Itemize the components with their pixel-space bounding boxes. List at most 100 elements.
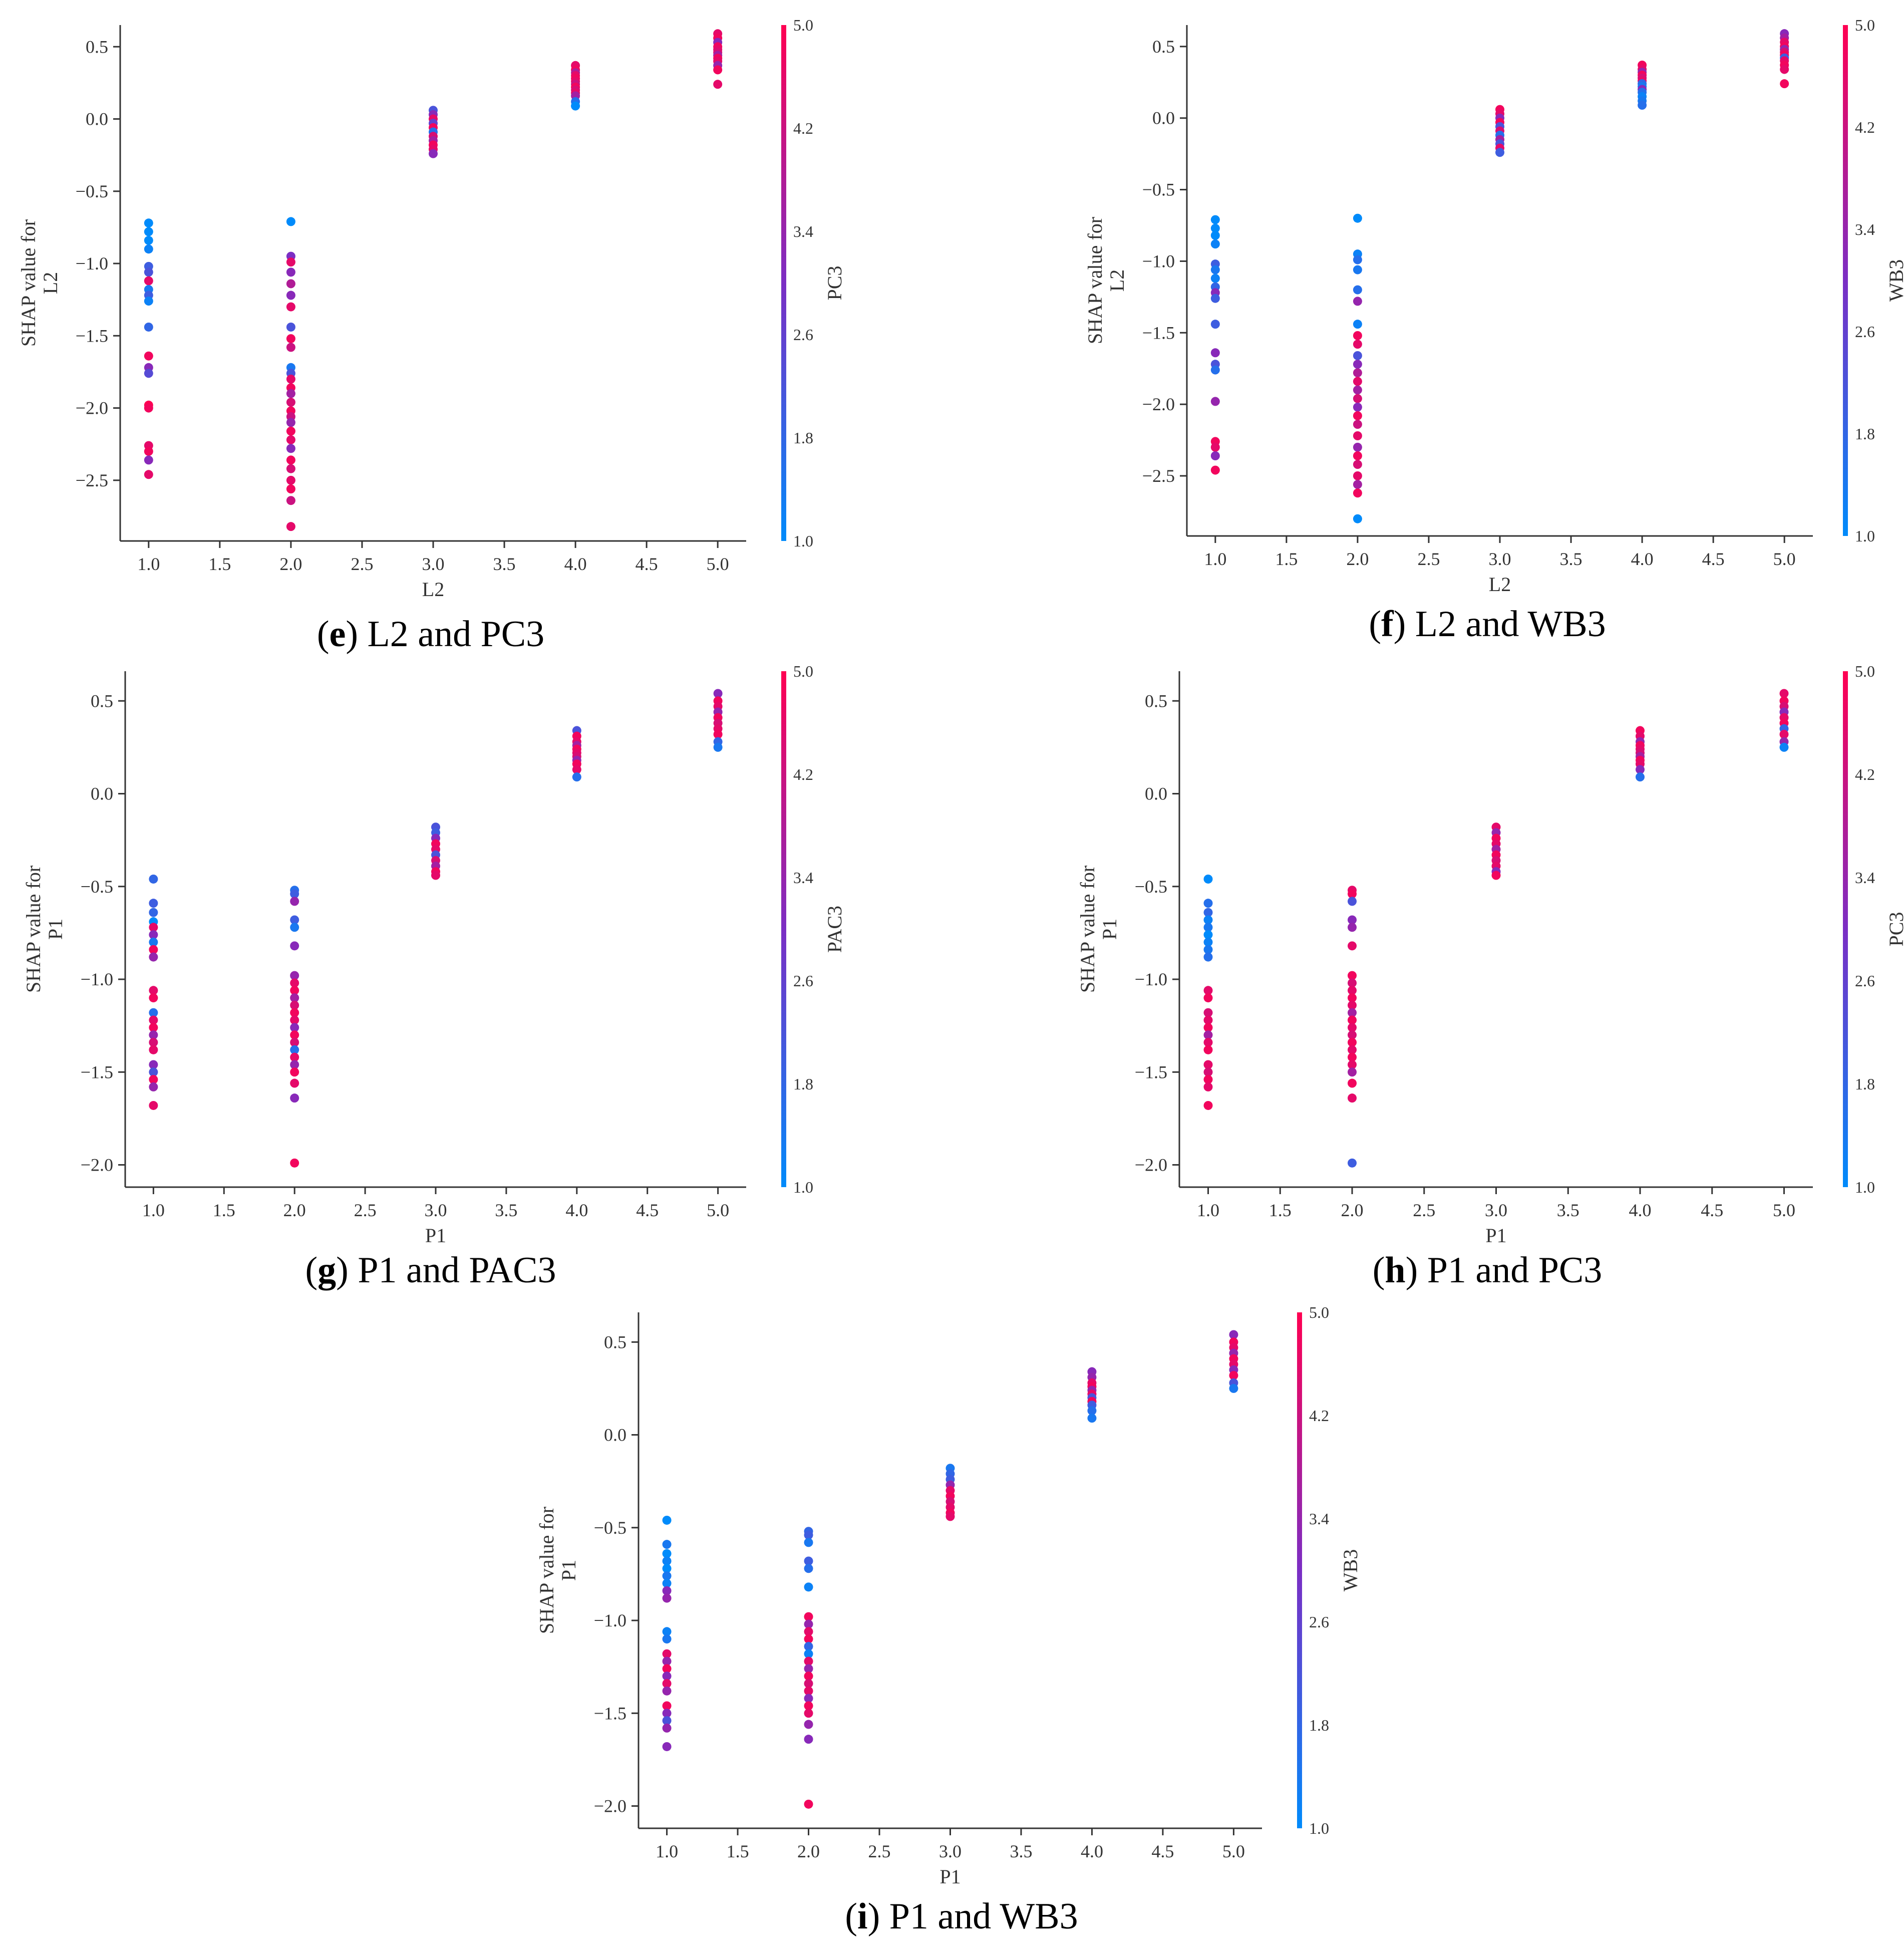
data-point bbox=[290, 1067, 299, 1077]
data-point bbox=[1348, 1045, 1357, 1054]
x-tick-label: 3.5 bbox=[1010, 1841, 1032, 1861]
data-point bbox=[290, 1038, 299, 1047]
data-point bbox=[1353, 331, 1362, 340]
data-point bbox=[1348, 993, 1357, 1003]
data-point bbox=[662, 1571, 672, 1581]
data-point bbox=[662, 1709, 672, 1718]
caption-text: ) P1 and PAC3 bbox=[336, 1250, 556, 1291]
data-point bbox=[290, 1030, 299, 1040]
data-point bbox=[1638, 101, 1647, 110]
data-point bbox=[662, 1564, 672, 1573]
x-tick-label: 4.5 bbox=[1702, 549, 1725, 569]
data-point bbox=[286, 291, 295, 300]
data-point bbox=[1779, 742, 1789, 752]
data-point bbox=[290, 915, 299, 925]
caption-text: ) L2 and PC3 bbox=[346, 614, 544, 655]
colorbar-tick-label: 1.8 bbox=[1855, 1075, 1875, 1093]
data-point bbox=[1353, 402, 1362, 412]
panel-caption: (i) P1 and WB3 bbox=[845, 1896, 1078, 1937]
data-point bbox=[290, 1045, 299, 1054]
data-point bbox=[149, 1060, 158, 1069]
data-point bbox=[662, 1540, 672, 1549]
data-point bbox=[1210, 451, 1220, 460]
data-point bbox=[290, 889, 299, 899]
data-point bbox=[290, 1093, 299, 1103]
data-point bbox=[1203, 930, 1213, 940]
data-point bbox=[662, 1578, 672, 1588]
scatter-points bbox=[1210, 29, 1789, 523]
data-point bbox=[1203, 986, 1213, 995]
data-point bbox=[804, 1664, 813, 1674]
data-point bbox=[149, 1023, 158, 1032]
data-point bbox=[1353, 255, 1362, 264]
x-tick-label: 5.0 bbox=[707, 1200, 729, 1220]
y-tick-label: 0.0 bbox=[1145, 784, 1167, 804]
data-point bbox=[713, 729, 723, 739]
data-point bbox=[1210, 231, 1220, 240]
data-point bbox=[1203, 1038, 1213, 1047]
data-point bbox=[149, 899, 158, 908]
data-point bbox=[286, 279, 295, 289]
data-point bbox=[1203, 1023, 1213, 1032]
scatter-points bbox=[662, 1330, 1238, 1809]
x-tick-label: 3.0 bbox=[1485, 1200, 1507, 1220]
x-tick-label: 3.0 bbox=[425, 1200, 447, 1220]
colorbar bbox=[1843, 25, 1848, 536]
y-tick-label: 0.0 bbox=[86, 109, 108, 129]
x-tick-label: 1.0 bbox=[1204, 549, 1226, 569]
data-point bbox=[804, 1582, 813, 1592]
data-point bbox=[1348, 1000, 1357, 1010]
scatter-points bbox=[1203, 689, 1789, 1168]
data-point bbox=[804, 1627, 813, 1636]
data-point bbox=[286, 418, 295, 427]
data-point bbox=[1210, 215, 1220, 224]
data-point bbox=[713, 65, 723, 75]
colorbar-tick-label: 3.4 bbox=[793, 222, 813, 240]
data-point bbox=[1348, 915, 1357, 925]
data-point bbox=[804, 1649, 813, 1658]
colorbar-tick-label: 3.4 bbox=[1309, 1510, 1329, 1528]
colorbar-tick-label: 1.8 bbox=[1309, 1716, 1329, 1734]
data-point bbox=[1348, 1038, 1357, 1047]
data-point bbox=[149, 930, 158, 940]
colorbar-tick-label: 2.6 bbox=[1855, 972, 1875, 990]
data-point bbox=[290, 897, 299, 906]
data-point bbox=[662, 1679, 672, 1689]
data-point bbox=[1348, 1158, 1357, 1168]
data-point bbox=[1203, 1060, 1213, 1069]
data-point bbox=[1780, 79, 1789, 89]
x-tick-label: 4.0 bbox=[1631, 549, 1654, 569]
y-axis-label-line: P1 bbox=[44, 919, 67, 940]
colorbar-title: PAC3 bbox=[823, 906, 846, 953]
data-point bbox=[286, 302, 295, 312]
x-tick-label: 3.0 bbox=[939, 1841, 962, 1861]
data-point bbox=[1203, 1030, 1213, 1040]
data-point bbox=[1203, 915, 1213, 925]
data-point bbox=[286, 267, 295, 277]
colorbar-tick-label: 5.0 bbox=[1855, 16, 1875, 34]
data-point bbox=[149, 1045, 158, 1054]
colorbar-tick-label: 1.8 bbox=[793, 429, 813, 447]
data-point bbox=[286, 475, 295, 485]
data-point bbox=[662, 1701, 672, 1711]
colorbar bbox=[1843, 671, 1848, 1187]
y-tick-label: −2.0 bbox=[594, 1796, 626, 1816]
caption-open-paren: ( bbox=[1373, 1250, 1385, 1291]
data-point bbox=[804, 1564, 813, 1573]
data-point bbox=[1353, 385, 1362, 395]
x-tick-label: 1.5 bbox=[1269, 1200, 1292, 1220]
data-point bbox=[1779, 729, 1789, 739]
data-point bbox=[1210, 273, 1220, 283]
x-tick-label: 2.0 bbox=[283, 1200, 306, 1220]
data-point bbox=[1353, 394, 1362, 403]
x-tick-label: 2.0 bbox=[1341, 1200, 1364, 1220]
x-axis-label: P1 bbox=[1485, 1224, 1506, 1247]
y-tick-label: −1.5 bbox=[1142, 323, 1175, 343]
data-point bbox=[804, 1619, 813, 1629]
y-tick-label: −2.5 bbox=[76, 470, 108, 490]
data-point bbox=[1353, 265, 1362, 274]
data-point bbox=[1779, 689, 1789, 698]
colorbar-tick-label: 1.0 bbox=[1309, 1819, 1329, 1837]
x-axis-label: P1 bbox=[425, 1224, 446, 1247]
data-point bbox=[1491, 871, 1501, 880]
